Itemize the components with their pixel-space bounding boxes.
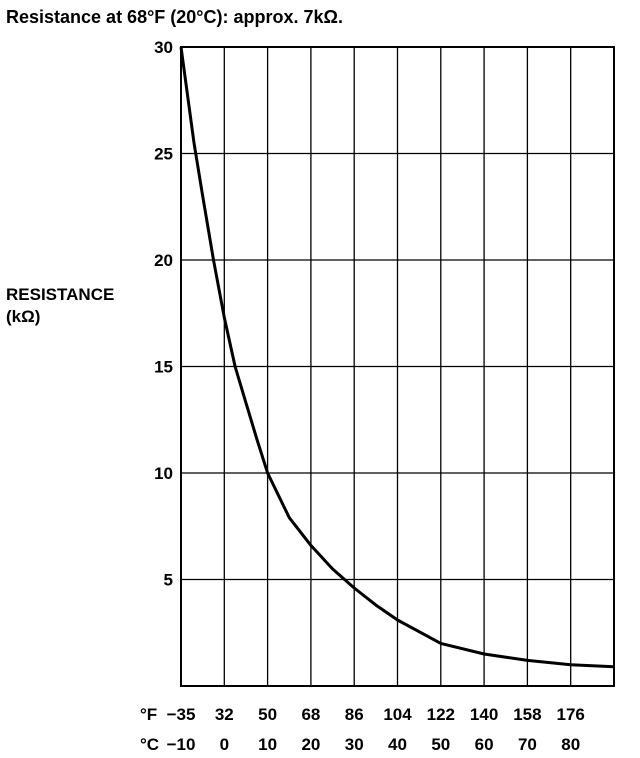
x-tick-label-fahrenheit: 32 <box>215 705 234 724</box>
chart-title: Resistance at 68°F (20°C): approx. 7kΩ. <box>6 7 343 27</box>
x-tick-label-fahrenheit: 176 <box>557 705 585 724</box>
x-tick-label-celsius: 50 <box>431 735 450 754</box>
y-tick-label: 10 <box>154 464 173 483</box>
y-axis-label-line-1: RESISTANCE <box>6 285 114 304</box>
y-axis-label: RESISTANCE (kΩ) <box>6 285 119 326</box>
x-tick-label-fahrenheit: −35 <box>167 705 196 724</box>
x-tick-label-fahrenheit: 104 <box>383 705 412 724</box>
x-tick-label-celsius: 70 <box>518 735 537 754</box>
x-tick-label-fahrenheit: 86 <box>345 705 364 724</box>
x-tick-label-celsius: 40 <box>388 735 407 754</box>
resistance-curve <box>179 46 615 669</box>
x-tick-label-celsius: 0 <box>220 735 229 754</box>
y-axis-label-line-2: (kΩ) <box>6 307 40 326</box>
x-tick-label-fahrenheit: 122 <box>427 705 455 724</box>
y-tick-label: 5 <box>164 571 173 590</box>
x-tick-label-fahrenheit: 50 <box>258 705 277 724</box>
x-tick-label-celsius: 20 <box>301 735 320 754</box>
y-tick-labels: 30 25 20 15 10 5 <box>154 38 173 590</box>
x-tick-label-celsius: −10 <box>167 735 196 754</box>
x-tick-labels: −35 −10 32 0 50 10 68 20 86 30 104 40 122 50 140 60 158 7… <box>167 705 585 754</box>
x-tick-label-celsius: 60 <box>475 735 494 754</box>
y-tick-label: 30 <box>154 38 173 57</box>
x-unit-celsius: °C <box>140 735 159 754</box>
x-tick-label-celsius: 80 <box>561 735 580 754</box>
y-tick-label: 20 <box>154 251 173 270</box>
x-tick-label-fahrenheit: 68 <box>301 705 320 724</box>
x-tick-label-fahrenheit: 140 <box>470 705 498 724</box>
x-tick-label-celsius: 10 <box>258 735 277 754</box>
y-tick-label: 25 <box>154 145 173 164</box>
x-tick-label-fahrenheit: 158 <box>513 705 541 724</box>
x-unit-fahrenheit: °F <box>140 705 157 724</box>
x-tick-label-celsius: 30 <box>345 735 364 754</box>
y-tick-label: 15 <box>154 358 173 377</box>
grid <box>180 46 615 687</box>
